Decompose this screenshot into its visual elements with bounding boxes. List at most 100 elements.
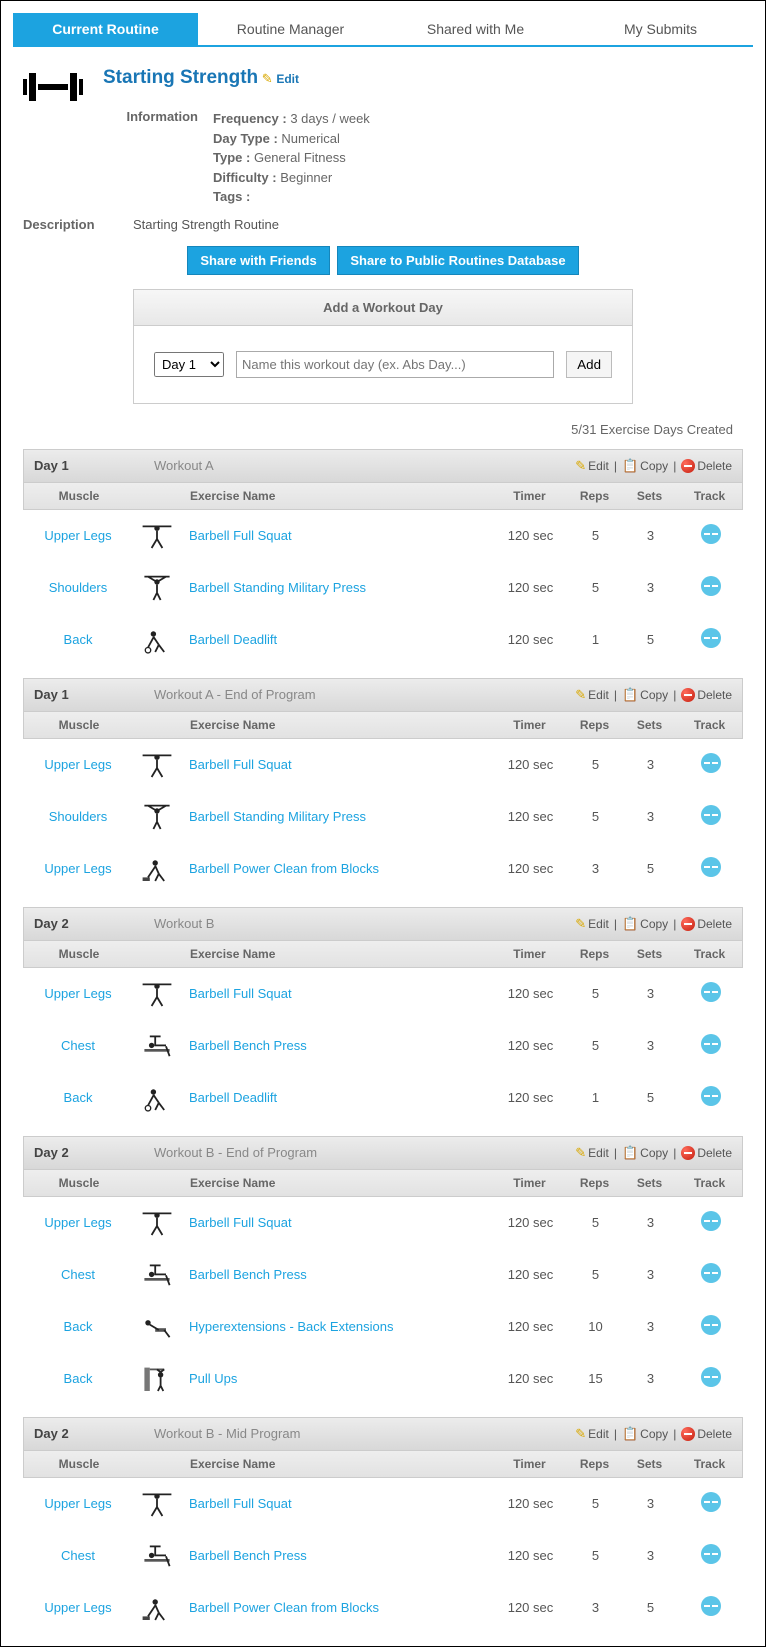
edit-routine-link[interactable]: Edit xyxy=(276,72,299,86)
add-day-button[interactable]: Add xyxy=(566,351,612,378)
delete-day-link[interactable]: Delete xyxy=(697,459,732,473)
copy-day-link[interactable]: Copy xyxy=(640,917,668,931)
edit-day-link[interactable]: Edit xyxy=(588,1427,609,1441)
muscle-link[interactable]: Back xyxy=(23,1365,133,1392)
delete-day-link[interactable]: Delete xyxy=(697,688,732,702)
tab-bar: Current RoutineRoutine ManagerShared wit… xyxy=(13,13,753,47)
track-button[interactable] xyxy=(701,1211,721,1231)
muscle-link[interactable]: Upper Legs xyxy=(23,1490,133,1517)
muscle-link[interactable]: Upper Legs xyxy=(23,522,133,549)
exercise-name-link[interactable]: Barbell Full Squat xyxy=(183,751,493,778)
copy-day-link[interactable]: Copy xyxy=(640,1146,668,1160)
track-button[interactable] xyxy=(701,576,721,596)
exercise-name-link[interactable]: Barbell Deadlift xyxy=(183,626,493,653)
day-number: Day 2 xyxy=(34,916,154,931)
muscle-link[interactable]: Upper Legs xyxy=(23,751,133,778)
day-header: Day 2 Workout B ✎ Edit | 📋 Copy | Delete xyxy=(23,907,743,941)
exercise-name-link[interactable]: Barbell Power Clean from Blocks xyxy=(183,855,493,882)
delete-day-link[interactable]: Delete xyxy=(697,917,732,931)
sets-value: 5 xyxy=(623,855,678,882)
exercise-name-link[interactable]: Barbell Bench Press xyxy=(183,1032,493,1059)
muscle-link[interactable]: Chest xyxy=(23,1261,133,1288)
track-button[interactable] xyxy=(701,1086,721,1106)
muscle-link[interactable]: Chest xyxy=(23,1542,133,1569)
edit-day-link[interactable]: Edit xyxy=(588,688,609,702)
muscle-link[interactable]: Upper Legs xyxy=(23,1594,133,1621)
exercise-icon xyxy=(139,1592,175,1624)
delete-icon xyxy=(681,1427,695,1441)
exercise-name-link[interactable]: Barbell Bench Press xyxy=(183,1542,493,1569)
tab-current-routine[interactable]: Current Routine xyxy=(13,13,198,45)
delete-day-link[interactable]: Delete xyxy=(697,1427,732,1441)
exercise-name-link[interactable]: Barbell Bench Press xyxy=(183,1261,493,1288)
dumbbell-icon xyxy=(23,67,83,110)
exercise-name-link[interactable]: Barbell Deadlift xyxy=(183,1084,493,1111)
muscle-link[interactable]: Upper Legs xyxy=(23,980,133,1007)
muscle-link[interactable]: Back xyxy=(23,626,133,653)
pencil-icon: ✎ xyxy=(575,916,586,932)
exercise-name-link[interactable]: Hyperextensions - Back Extensions xyxy=(183,1313,493,1340)
exercise-name-link[interactable]: Barbell Full Squat xyxy=(183,1209,493,1236)
track-button[interactable] xyxy=(701,1492,721,1512)
day-header: Day 2 Workout B - End of Program ✎ Edit … xyxy=(23,1136,743,1170)
copy-day-link[interactable]: Copy xyxy=(640,1427,668,1441)
exercise-row: Upper Legs Barbell Full Squat 120 sec 5 … xyxy=(23,739,743,791)
tab-routine-manager[interactable]: Routine Manager xyxy=(198,13,383,45)
timer-value: 120 sec xyxy=(493,522,568,549)
muscle-link[interactable]: Chest xyxy=(23,1032,133,1059)
copy-day-link[interactable]: Copy xyxy=(640,459,668,473)
track-button[interactable] xyxy=(701,857,721,877)
exercise-row: Chest Barbell Bench Press 120 sec 5 3 xyxy=(23,1530,743,1582)
muscle-link[interactable]: Shoulders xyxy=(23,803,133,830)
copy-day-link[interactable]: Copy xyxy=(640,688,668,702)
track-button[interactable] xyxy=(701,1596,721,1616)
day-block: Day 1 Workout A - End of Program ✎ Edit … xyxy=(23,678,743,895)
track-button[interactable] xyxy=(701,1034,721,1054)
muscle-link[interactable]: Back xyxy=(23,1084,133,1111)
track-button[interactable] xyxy=(701,805,721,825)
day-name: Workout B - End of Program xyxy=(154,1145,575,1160)
day-header: Day 1 Workout A ✎ Edit | 📋 Copy | Delete xyxy=(23,449,743,483)
track-button[interactable] xyxy=(701,1544,721,1564)
reps-value: 5 xyxy=(568,1542,623,1569)
track-button[interactable] xyxy=(701,982,721,1002)
day-number: Day 1 xyxy=(34,458,154,473)
reps-value: 3 xyxy=(568,855,623,882)
exercise-icon xyxy=(139,1363,175,1395)
delete-icon xyxy=(681,459,695,473)
sets-value: 5 xyxy=(623,1594,678,1621)
exercise-name-link[interactable]: Barbell Full Squat xyxy=(183,980,493,1007)
day-select[interactable]: Day 1 xyxy=(154,352,224,377)
sets-value: 3 xyxy=(623,522,678,549)
info-values: Frequency : 3 days / week Day Type : Num… xyxy=(213,109,370,207)
track-button[interactable] xyxy=(701,1263,721,1283)
delete-icon xyxy=(681,688,695,702)
tab-shared-with-me[interactable]: Shared with Me xyxy=(383,13,568,45)
exercise-name-link[interactable]: Barbell Standing Military Press xyxy=(183,803,493,830)
sets-value: 3 xyxy=(623,751,678,778)
tab-my-submits[interactable]: My Submits xyxy=(568,13,753,45)
muscle-link[interactable]: Upper Legs xyxy=(23,855,133,882)
muscle-link[interactable]: Upper Legs xyxy=(23,1209,133,1236)
exercise-name-link[interactable]: Barbell Standing Military Press xyxy=(183,574,493,601)
exercise-icon xyxy=(139,520,175,552)
delete-day-link[interactable]: Delete xyxy=(697,1146,732,1160)
track-button[interactable] xyxy=(701,524,721,544)
exercise-name-link[interactable]: Barbell Power Clean from Blocks xyxy=(183,1594,493,1621)
edit-day-link[interactable]: Edit xyxy=(588,917,609,931)
exercise-name-link[interactable]: Barbell Full Squat xyxy=(183,522,493,549)
edit-day-link[interactable]: Edit xyxy=(588,459,609,473)
timer-value: 120 sec xyxy=(493,1261,568,1288)
track-button[interactable] xyxy=(701,1367,721,1387)
track-button[interactable] xyxy=(701,753,721,773)
edit-day-link[interactable]: Edit xyxy=(588,1146,609,1160)
track-button[interactable] xyxy=(701,1315,721,1335)
track-button[interactable] xyxy=(701,628,721,648)
muscle-link[interactable]: Shoulders xyxy=(23,574,133,601)
share-friends-button[interactable]: Share with Friends xyxy=(187,246,329,275)
day-name-input[interactable] xyxy=(236,351,554,378)
share-public-button[interactable]: Share to Public Routines Database xyxy=(337,246,578,275)
muscle-link[interactable]: Back xyxy=(23,1313,133,1340)
exercise-name-link[interactable]: Barbell Full Squat xyxy=(183,1490,493,1517)
exercise-name-link[interactable]: Pull Ups xyxy=(183,1365,493,1392)
